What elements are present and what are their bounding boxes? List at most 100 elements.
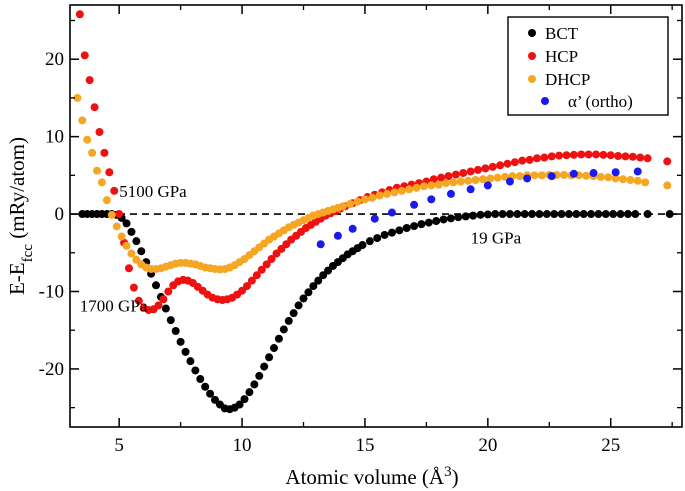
data-point	[417, 220, 426, 229]
data-point	[410, 200, 419, 209]
data-point	[410, 222, 419, 231]
data-point	[437, 173, 446, 182]
data-point	[631, 210, 640, 219]
data-point	[429, 175, 438, 184]
data-point	[115, 210, 124, 219]
data-point	[611, 174, 620, 183]
data-point	[628, 152, 637, 161]
data-point	[572, 210, 581, 219]
data-point	[474, 165, 482, 174]
data-point	[252, 271, 261, 280]
data-point	[621, 152, 630, 161]
data-point	[316, 240, 325, 249]
data-point	[469, 211, 478, 220]
data-point	[333, 231, 342, 240]
data-point	[481, 164, 490, 173]
data-point	[641, 178, 650, 187]
data-point	[515, 172, 524, 181]
data-point	[454, 213, 463, 222]
data-point	[569, 150, 578, 159]
x-tick-label: 5	[114, 435, 124, 456]
legend-label-bct: BCT	[545, 24, 579, 43]
data-point	[73, 93, 82, 102]
data-point	[626, 175, 635, 184]
data-point	[444, 172, 453, 181]
data-point	[289, 309, 298, 318]
data-point	[373, 234, 382, 243]
data-point	[383, 189, 392, 198]
data-point	[365, 237, 374, 246]
data-point	[537, 171, 546, 180]
plot-frame	[69, 4, 683, 428]
annotation-label: 5100 GPa	[119, 182, 187, 201]
data-point	[486, 174, 495, 183]
data-point	[591, 150, 600, 159]
data-point	[154, 301, 163, 310]
data-point	[643, 154, 652, 163]
data-point	[449, 178, 458, 187]
data-point	[510, 158, 519, 167]
data-point	[262, 260, 271, 269]
data-point	[122, 241, 131, 250]
data-point	[432, 217, 441, 226]
x-axis-title-close: )	[452, 465, 459, 489]
y-tick-label: 20	[45, 49, 64, 70]
data-point	[206, 389, 215, 398]
data-point	[93, 166, 102, 175]
data-point	[442, 179, 451, 188]
data-point	[97, 178, 106, 187]
data-point	[599, 150, 608, 159]
y-tick-label: -20	[39, 359, 64, 380]
series-2	[73, 93, 672, 274]
y-tick-label: 0	[55, 204, 65, 225]
data-point	[102, 196, 111, 205]
data-point	[274, 334, 283, 343]
data-point	[309, 282, 318, 291]
data-point	[589, 169, 598, 178]
data-point	[478, 175, 487, 184]
data-point	[353, 197, 362, 206]
data-point	[483, 181, 492, 190]
data-point	[397, 186, 406, 195]
y-axis-title-sub: fcc	[20, 244, 36, 263]
data-point	[540, 153, 549, 162]
data-point	[665, 210, 674, 219]
data-point	[346, 200, 355, 208]
legend-entry-alpha-ortho: α’ (ortho)	[541, 92, 633, 111]
data-point	[314, 276, 323, 285]
series-3	[316, 167, 642, 249]
data-point	[505, 210, 514, 219]
data-point	[100, 148, 109, 157]
legend-entry-hcp: HCP	[528, 47, 578, 66]
legend-label-dhcp: DHCP	[545, 70, 590, 89]
data-point	[245, 388, 254, 397]
data-point	[476, 210, 485, 219]
data-point	[90, 103, 99, 112]
data-point	[257, 265, 266, 274]
annotation-label: 19 GPa	[471, 229, 522, 248]
data-point	[380, 230, 389, 239]
data-point	[614, 151, 623, 160]
data-point	[247, 276, 256, 285]
data-point	[446, 189, 455, 198]
data-point	[530, 171, 539, 180]
legend: BCT HCP DHCP α’ (ortho)	[507, 16, 669, 116]
data-point	[370, 214, 379, 223]
data-point	[488, 162, 497, 171]
data-point	[127, 227, 136, 236]
data-point	[250, 380, 259, 389]
legend-label-hcp: HCP	[545, 47, 578, 66]
data-point	[161, 304, 170, 313]
data-point	[159, 295, 168, 304]
data-point	[609, 210, 618, 219]
data-point	[587, 210, 596, 219]
data-point	[348, 224, 357, 233]
data-point	[265, 353, 274, 362]
data-point	[132, 237, 141, 246]
data-point	[387, 208, 396, 217]
data-point	[496, 161, 505, 170]
data-point	[427, 195, 436, 204]
data-point	[505, 177, 514, 186]
data-point	[542, 210, 551, 219]
data-point	[643, 210, 652, 219]
